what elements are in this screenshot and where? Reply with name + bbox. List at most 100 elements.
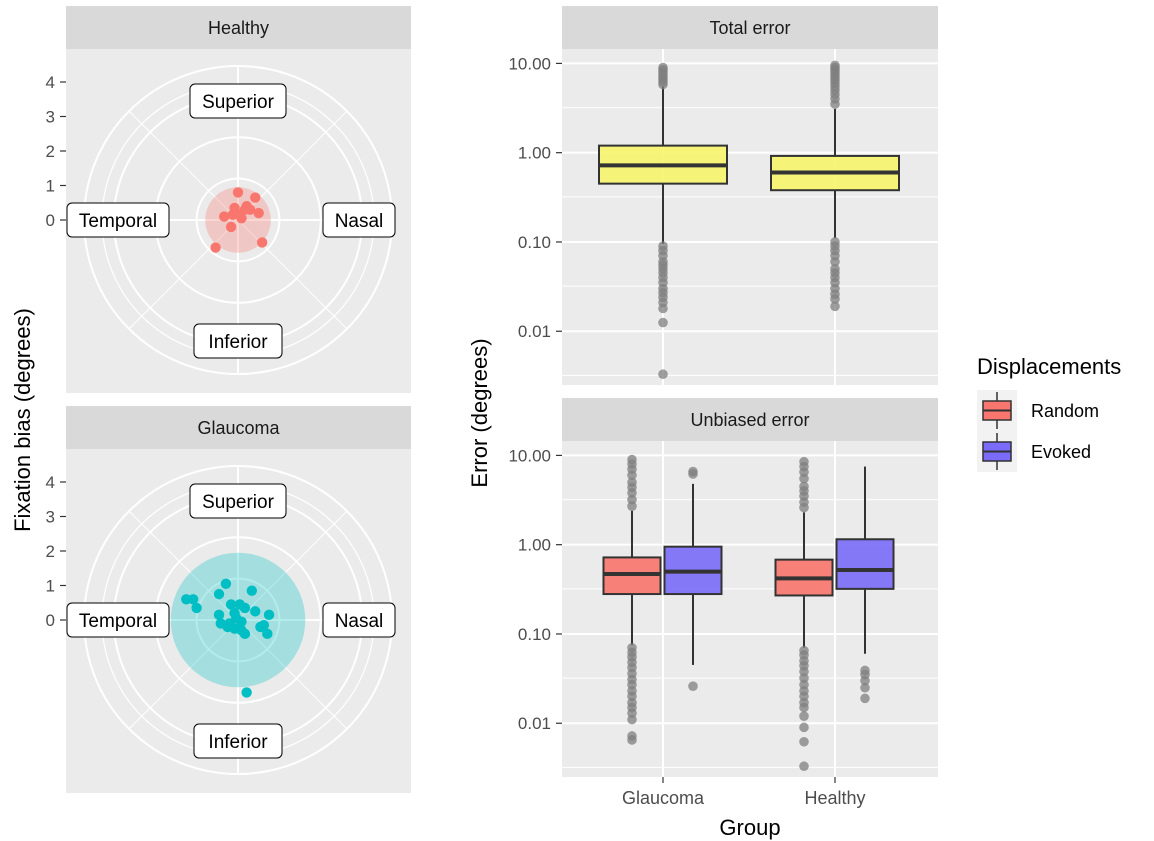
outlier-point [830, 294, 840, 304]
fixation-point [225, 221, 237, 233]
radial-tick-label: 2 [46, 542, 55, 561]
outlier-point [627, 735, 637, 745]
outlier-point [627, 470, 637, 481]
outlier-point [799, 666, 809, 677]
polar-spoke-minor [128, 619, 239, 730]
fixation-point [210, 242, 221, 253]
fixation-point [255, 621, 266, 633]
legend-item-label: Random [1031, 401, 1099, 421]
radial-tick-label: 0 [46, 211, 55, 230]
x-tick-label: Glaucoma [622, 788, 705, 808]
outlier-point [860, 682, 870, 693]
fixation-point [244, 204, 256, 215]
outlier-point [658, 303, 668, 314]
unbiased-error-strip-label: Unbiased error [690, 410, 809, 430]
polar-spoke-minor [128, 110, 239, 221]
outlier-point [799, 673, 809, 683]
glaucoma-radial-ticks: 4 3 2 1 0 [46, 473, 66, 630]
legend-title: Displacements [977, 354, 1121, 379]
y-tick-label: 10.00 [508, 446, 551, 465]
x-tick-label: Healthy [804, 788, 865, 808]
inferior-label: Inferior [208, 332, 268, 353]
polar-spoke-minor [237, 619, 348, 730]
group-x-ticks: Glaucoma Healthy [622, 777, 866, 808]
y-tick-label: 10.00 [508, 54, 551, 73]
box [835, 538, 895, 590]
fixation-point [219, 211, 230, 222]
healthy-strip [66, 6, 411, 49]
polar-ring [195, 177, 281, 263]
total-error-y-ticks: 10.00 1.00 0.10 0.01 [508, 54, 562, 341]
fixation-point [191, 602, 202, 614]
temporal-label: Temporal [79, 211, 157, 232]
legend: Displacements Random Evoked [977, 354, 1121, 472]
fixation-point [256, 237, 268, 248]
temporal-label-box [66, 202, 170, 238]
superior-label: Superior [202, 492, 274, 513]
nasal-label-box [322, 602, 396, 638]
total-error-boxes [598, 60, 900, 380]
polar-spoke-minor [237, 510, 348, 621]
outlier-point [688, 681, 698, 691]
fixation-point [213, 588, 225, 600]
error-axis-label: Error (degrees) [467, 338, 492, 487]
fixation-point [250, 606, 261, 617]
fixation-point [239, 628, 251, 639]
healthy-strip-label: Healthy [208, 18, 269, 38]
outlier-point [627, 494, 637, 505]
outlier-point [830, 301, 840, 312]
outlier-point [799, 722, 809, 733]
outlier-point [799, 702, 809, 713]
superior-label-box [189, 483, 287, 519]
fixation-bias-axis-label: Fixation bias (degrees) [10, 308, 35, 532]
glaucoma-direction-labels: Superior Inferior Temporal Nasal [66, 483, 396, 759]
radial-tick-label: 0 [46, 611, 55, 630]
unbiased-error-grid [562, 441, 938, 777]
fixation-point [236, 616, 247, 627]
fixation-point [213, 609, 225, 621]
healthy-radial-ticks: 4 3 2 1 0 [46, 73, 66, 230]
healthy-direction-labels: Superior Inferior Temporal Nasal [66, 83, 396, 359]
fixation-point [239, 602, 251, 614]
total-error-strip-label: Total error [709, 18, 790, 38]
radial-tick-label: 1 [46, 177, 55, 196]
fixation-point [262, 628, 273, 639]
y-tick-label: 0.10 [518, 625, 551, 644]
radial-tick-label: 4 [46, 473, 55, 492]
outlier-point [688, 469, 698, 479]
outlier-point [658, 317, 668, 328]
outlier-point [627, 714, 637, 725]
glaucoma-strip-label: Glaucoma [197, 418, 280, 438]
nasal-label: Nasal [335, 611, 384, 632]
outlier-point [830, 256, 840, 267]
outlier-point [799, 761, 809, 772]
outlier-point [658, 79, 668, 90]
fixation-point [241, 687, 252, 698]
fixation-point [263, 609, 275, 621]
radial-tick-label: 3 [46, 508, 55, 527]
temporal-label: Temporal [79, 611, 157, 632]
outlier-point [860, 675, 870, 686]
unbiased-error-boxes [602, 454, 895, 772]
outlier-point [799, 473, 809, 484]
healthy-fixation-points [210, 187, 268, 253]
radial-tick-label: 4 [46, 73, 55, 92]
inferior-label-box [193, 323, 283, 359]
radial-tick-label: 2 [46, 142, 55, 161]
superior-label: Superior [202, 92, 274, 113]
fixation-point [187, 594, 199, 605]
unbiased-error-strip [562, 398, 938, 441]
polar-spoke-minor [128, 219, 239, 330]
outlier-point [860, 693, 870, 704]
outlier-point [658, 369, 668, 380]
nasal-label: Nasal [335, 211, 384, 232]
fixation-point [250, 192, 261, 203]
outlier-point [627, 501, 637, 511]
y-tick-label: 0.10 [518, 233, 551, 252]
unbiased-error-panel: Unbiased error 10.00 1.00 0.10 0.01 Glaucom… [508, 398, 938, 808]
y-tick-label: 0.01 [518, 714, 551, 733]
fixation-point [246, 585, 257, 596]
y-tick-label: 1.00 [518, 144, 551, 163]
temporal-label-box [66, 602, 170, 638]
